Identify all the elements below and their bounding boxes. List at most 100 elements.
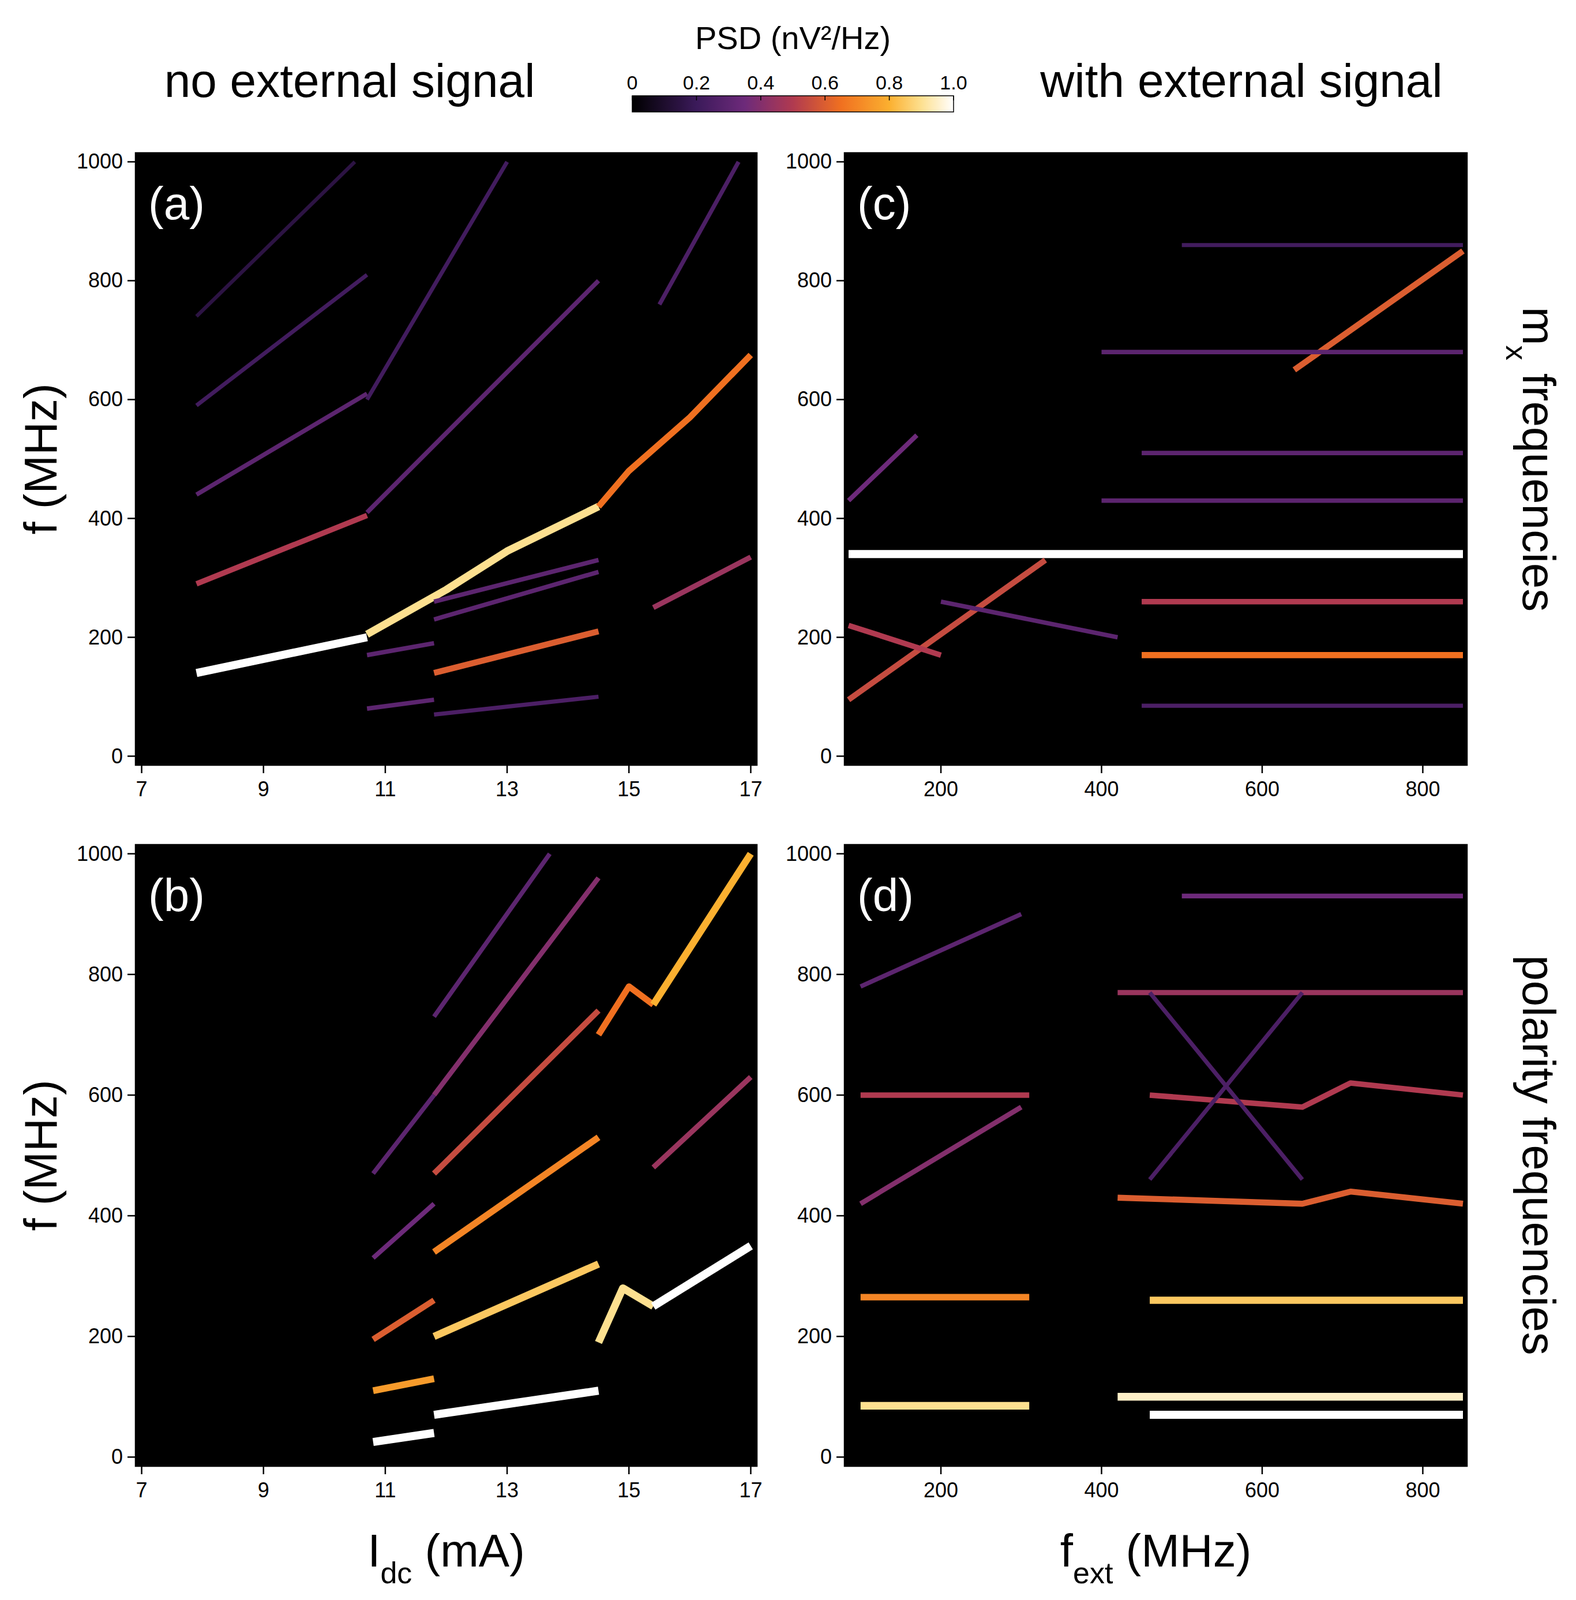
x-axis-title: Idc (mA) — [367, 1524, 525, 1590]
y-tick-label: 1000 — [76, 149, 123, 174]
x-tick-label: 11 — [374, 777, 396, 801]
x-tick-label: 800 — [1405, 1477, 1440, 1502]
panel: 791113151702004006008001000(b)f (MHz)Idc… — [14, 841, 763, 1590]
spectral-line — [196, 515, 368, 584]
colorbar-tick — [696, 95, 698, 101]
y-tick-label: 600 — [797, 387, 832, 411]
spectral-line — [653, 557, 752, 609]
spectral-line — [848, 549, 1463, 558]
x-tick — [506, 764, 509, 774]
ridges — [196, 162, 752, 715]
y-tick — [127, 1335, 136, 1338]
spectral-line — [1149, 1410, 1463, 1419]
label-sub: ext — [1072, 1555, 1114, 1590]
x-tick — [628, 764, 630, 774]
y-tick-label: 400 — [797, 1203, 832, 1227]
spectral-line — [196, 274, 368, 406]
spectral-line — [433, 1390, 599, 1415]
label-main: I — [367, 1524, 381, 1576]
y-tick — [127, 279, 136, 282]
y-axis-title: f (MHz) — [14, 383, 67, 535]
spectral-line — [1141, 598, 1463, 605]
y-tick-label: 0 — [111, 1444, 123, 1469]
y-tick — [127, 1094, 136, 1097]
y-tick — [127, 517, 136, 520]
ridges — [860, 895, 1463, 1415]
spectral-line — [848, 625, 941, 656]
spectral-line — [860, 1401, 1030, 1410]
x-tick — [1100, 764, 1103, 774]
x-tick-label: 400 — [1083, 1477, 1119, 1502]
spectral-line — [373, 1378, 435, 1391]
ridges — [373, 853, 752, 1443]
spectral-line — [598, 986, 654, 1035]
x-tick-label: 13 — [495, 777, 519, 801]
y-tick-label: 600 — [88, 1082, 123, 1107]
y-tick — [836, 755, 845, 757]
y-tick-label: 800 — [797, 268, 832, 292]
spectral-line — [366, 280, 599, 513]
y-tick-label: 0 — [820, 744, 832, 768]
y-tick-label: 800 — [88, 962, 123, 986]
label-tail: (mA) — [411, 1524, 525, 1576]
spectral-line — [366, 162, 508, 400]
x-tick — [262, 1465, 265, 1474]
label-sub: dc — [380, 1555, 412, 1590]
x-tick — [1421, 1465, 1424, 1474]
x-tick — [940, 1465, 943, 1474]
label-main: polarity frequencies — [1513, 954, 1565, 1356]
colorbar-tick-label: 0.2 — [683, 71, 711, 94]
y-tick — [127, 1214, 136, 1217]
spectral-line — [860, 1092, 1030, 1098]
colorbar-tick — [824, 95, 826, 101]
x-tick-label: 7 — [136, 777, 148, 801]
spectral-line — [1101, 349, 1464, 355]
heatmap-background — [135, 152, 757, 765]
x-tick-label: 15 — [617, 777, 641, 801]
x-tick-label: 9 — [257, 1477, 270, 1502]
x-tick — [384, 764, 387, 774]
x-tick — [749, 1465, 752, 1474]
spectral-line — [433, 560, 599, 602]
x-tick — [506, 1465, 509, 1474]
heatmap-background — [844, 152, 1467, 765]
spectral-line — [366, 643, 434, 656]
spectral-line — [196, 637, 368, 674]
frame — [844, 844, 1467, 1466]
y-tick — [836, 517, 845, 520]
spectral-line — [433, 631, 599, 673]
y-tick — [836, 636, 845, 639]
colorbar-tick — [952, 95, 955, 101]
spectral-line — [373, 1300, 435, 1340]
y-tick — [127, 1456, 136, 1458]
y-tick-label: 0 — [820, 1444, 832, 1469]
spectral-line — [433, 1263, 599, 1337]
spectral-line — [860, 1293, 1030, 1301]
header-right: with external signal — [1039, 54, 1443, 107]
label-tail: (MHz) — [1112, 1524, 1252, 1576]
y-tick — [127, 973, 136, 976]
spectral-line — [433, 853, 550, 1017]
spectral-line — [433, 1137, 599, 1252]
y-axis-title: f (MHz) — [14, 1079, 67, 1231]
y-tick — [127, 852, 136, 855]
y-tick-label: 400 — [797, 506, 832, 531]
x-tick — [1261, 1465, 1264, 1474]
colorbar-tick-label: 0.8 — [875, 71, 903, 94]
x-tick — [140, 1465, 143, 1474]
spectral-line — [1117, 1392, 1463, 1401]
spectral-line — [848, 560, 1046, 700]
y-tick-label: 800 — [88, 268, 123, 292]
y-tick — [836, 279, 845, 282]
y-tick-label: 200 — [88, 1323, 123, 1348]
colorbar-tick-label: 0.4 — [747, 71, 775, 94]
spectral-line — [1101, 498, 1464, 504]
row-label: mx frequencies — [1499, 306, 1565, 612]
label-tail: frequencies — [1513, 359, 1565, 612]
colorbar-tick — [888, 95, 891, 101]
spectral-line — [653, 1245, 752, 1307]
x-tick — [749, 764, 752, 774]
spectral-line — [860, 1107, 1022, 1204]
x-tick-label: 200 — [923, 777, 959, 801]
x-tick-label: 400 — [1083, 777, 1119, 801]
